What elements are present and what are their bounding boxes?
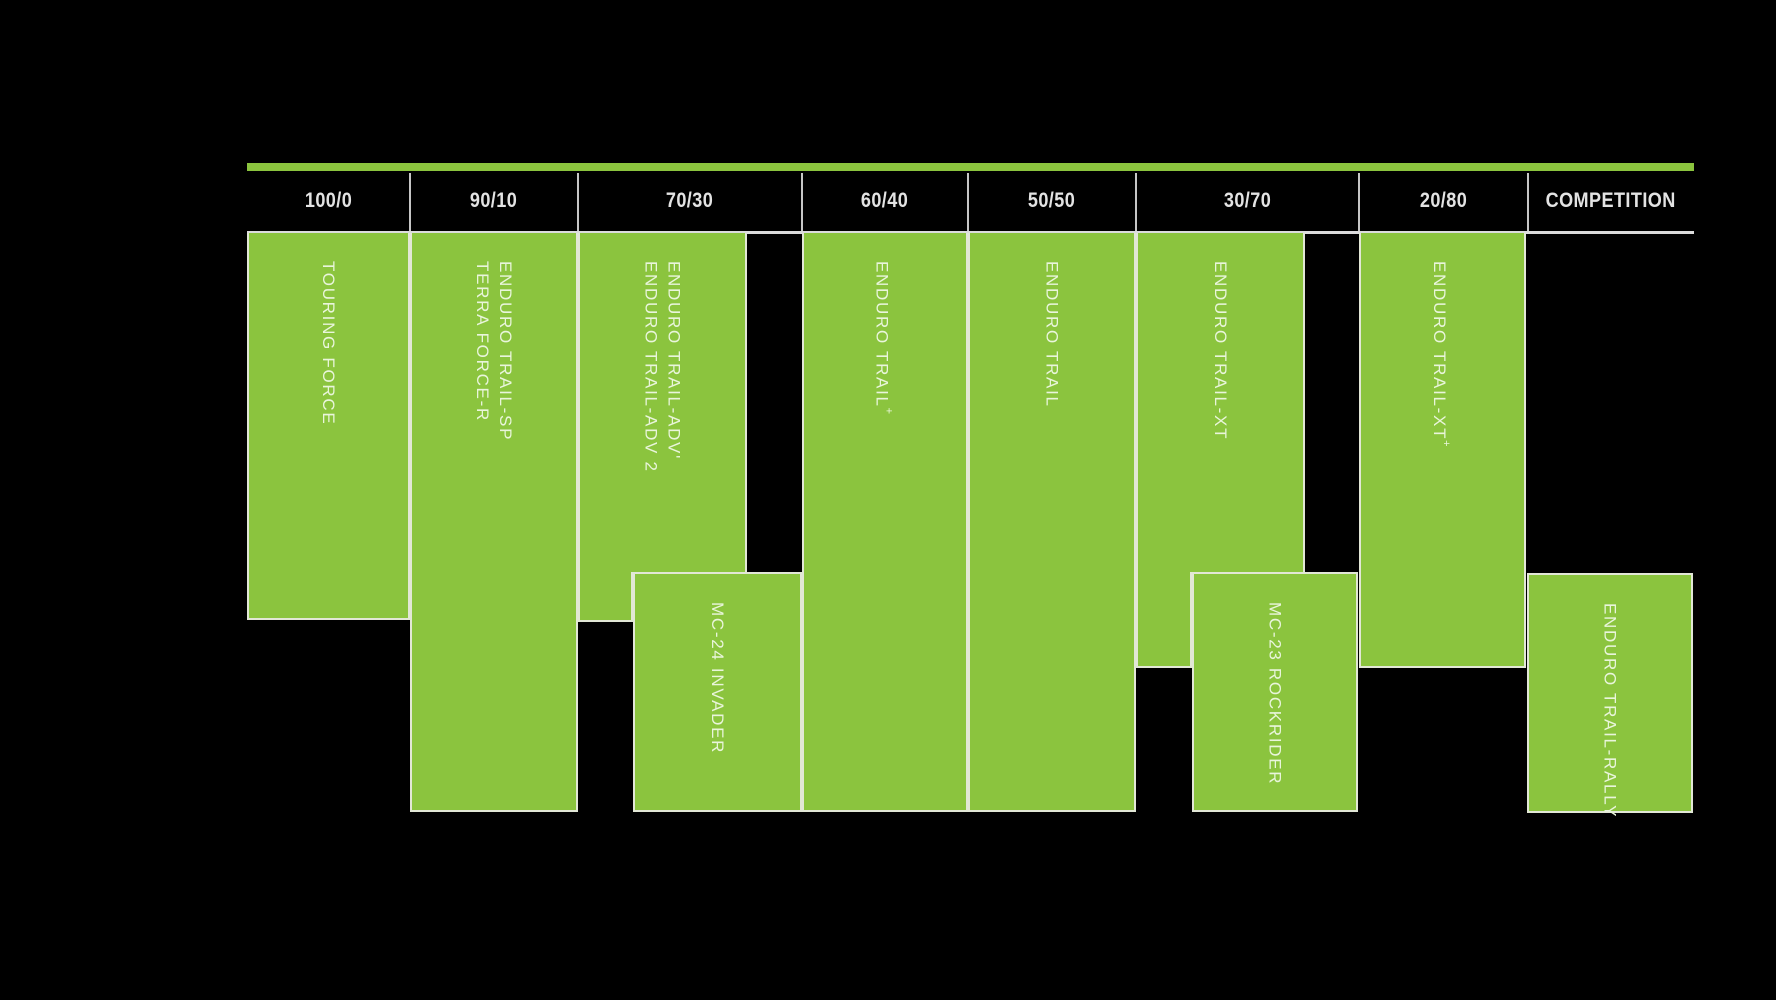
product-bar-mc-23-rockrider: MC-23 ROCKRIDER (1192, 572, 1358, 812)
column-header-label: COMPETITION (1545, 189, 1677, 212)
product-bar-label-line: MC-23 ROCKRIDER (1265, 602, 1285, 786)
header-separator (409, 173, 411, 231)
header-separator (967, 173, 969, 231)
header-separator (577, 173, 579, 231)
product-bar-enduro-trail-adv: ENDURO TRAIL-ADV 2 ENDURO TRAIL-ADV' (578, 233, 747, 572)
product-bar-label: ENDURO TRAIL-XT (1209, 233, 1232, 572)
product-bar-label: MC-24 INVADER (706, 574, 729, 810)
product-bar-label: ENDURO TRAIL-XT+ (1428, 233, 1457, 666)
product-bar-label-line: MC-24 INVADER (708, 602, 727, 755)
product-bar-enduro-trail-rally: ENDURO TRAIL-RALLY (1527, 573, 1693, 819)
column-header-label: 20/80 (1419, 189, 1468, 212)
product-bar-enduro-trail: ENDURO TRAIL (968, 233, 1136, 812)
product-bar-enduro-trail-plus: ENDURO TRAIL+ (802, 233, 968, 812)
product-bar-label-line: ENDURO TRAIL-XT (1211, 261, 1230, 441)
product-bar-label: TOURING FORCE (317, 233, 340, 618)
product-bar-label-line: TERRA FORCE-R (473, 261, 492, 422)
header-underline (247, 231, 1694, 234)
product-bar-label-line: ENDURO TRAIL-XT+ (1430, 261, 1452, 448)
column-header-competition: COMPETITION (1528, 171, 1694, 231)
product-bar-label: ENDURO TRAIL-ADV 2 ENDURO TRAIL-ADV' (640, 233, 686, 572)
product-bar-label-line: ENDURO TRAIL-ADV' (664, 261, 684, 461)
product-bar-label-line: ENDURO TRAIL-SP (496, 261, 515, 442)
product-bar-label-line: TOURING FORCE (319, 261, 338, 426)
header-separator (801, 173, 803, 231)
product-bar-step-enduro-trail-xt (1136, 572, 1192, 668)
column-header-70-30: 70/30 (578, 171, 802, 231)
column-header-50-50: 50/50 (968, 171, 1136, 231)
column-header-30-70: 30/70 (1136, 171, 1359, 231)
product-bar-label: ENDURO TRAIL+ (871, 233, 900, 810)
product-bar-step-enduro-trail-adv (578, 572, 633, 622)
superscript-plus: + (882, 407, 895, 416)
product-bar-mc-24-invader: MC-24 INVADER (633, 572, 802, 812)
product-bar-touring-force: TOURING FORCE (247, 233, 410, 620)
header-separator (1135, 173, 1137, 231)
header-separator (1527, 173, 1529, 231)
column-header-label: 60/40 (861, 189, 909, 212)
column-header-label: 50/50 (1028, 189, 1076, 212)
product-bar-label-line: ENDURO TRAIL+ (872, 261, 895, 416)
column-header-100-0: 100/0 (247, 171, 410, 231)
header-separator (1358, 173, 1360, 231)
column-header-60-40: 60/40 (802, 171, 968, 231)
product-bar-label: TERRA FORCE-R ENDURO TRAIL-SP (471, 233, 517, 810)
column-header-label: 30/70 (1223, 189, 1272, 212)
column-header-20-80: 20/80 (1359, 171, 1528, 231)
product-bar-enduro-trail-xt: ENDURO TRAIL-XT (1136, 233, 1305, 572)
chart-top-rule (247, 163, 1694, 171)
product-bar-enduro-trail-xt-plus: ENDURO TRAIL-XT+ (1359, 233, 1526, 668)
superscript-plus: + (1439, 440, 1452, 448)
product-bar-label: MC-23 ROCKRIDER (1264, 574, 1287, 810)
product-bar-label-line: ENDURO TRAIL (1042, 261, 1062, 408)
column-header-label: 100/0 (304, 189, 353, 212)
product-bar-label: ENDURO TRAIL (1041, 233, 1064, 810)
column-header-label: 90/10 (470, 189, 518, 212)
product-bar-label: ENDURO TRAIL-RALLY (1599, 575, 1622, 819)
product-bar-label-line: ENDURO TRAIL-RALLY (1600, 603, 1620, 819)
column-header-90-10: 90/10 (410, 171, 578, 231)
column-header-label: 70/30 (666, 189, 714, 212)
product-bar-terra-force-r: TERRA FORCE-R ENDURO TRAIL-SP (410, 233, 578, 812)
product-bar-label-line: ENDURO TRAIL-ADV 2 (641, 261, 661, 473)
